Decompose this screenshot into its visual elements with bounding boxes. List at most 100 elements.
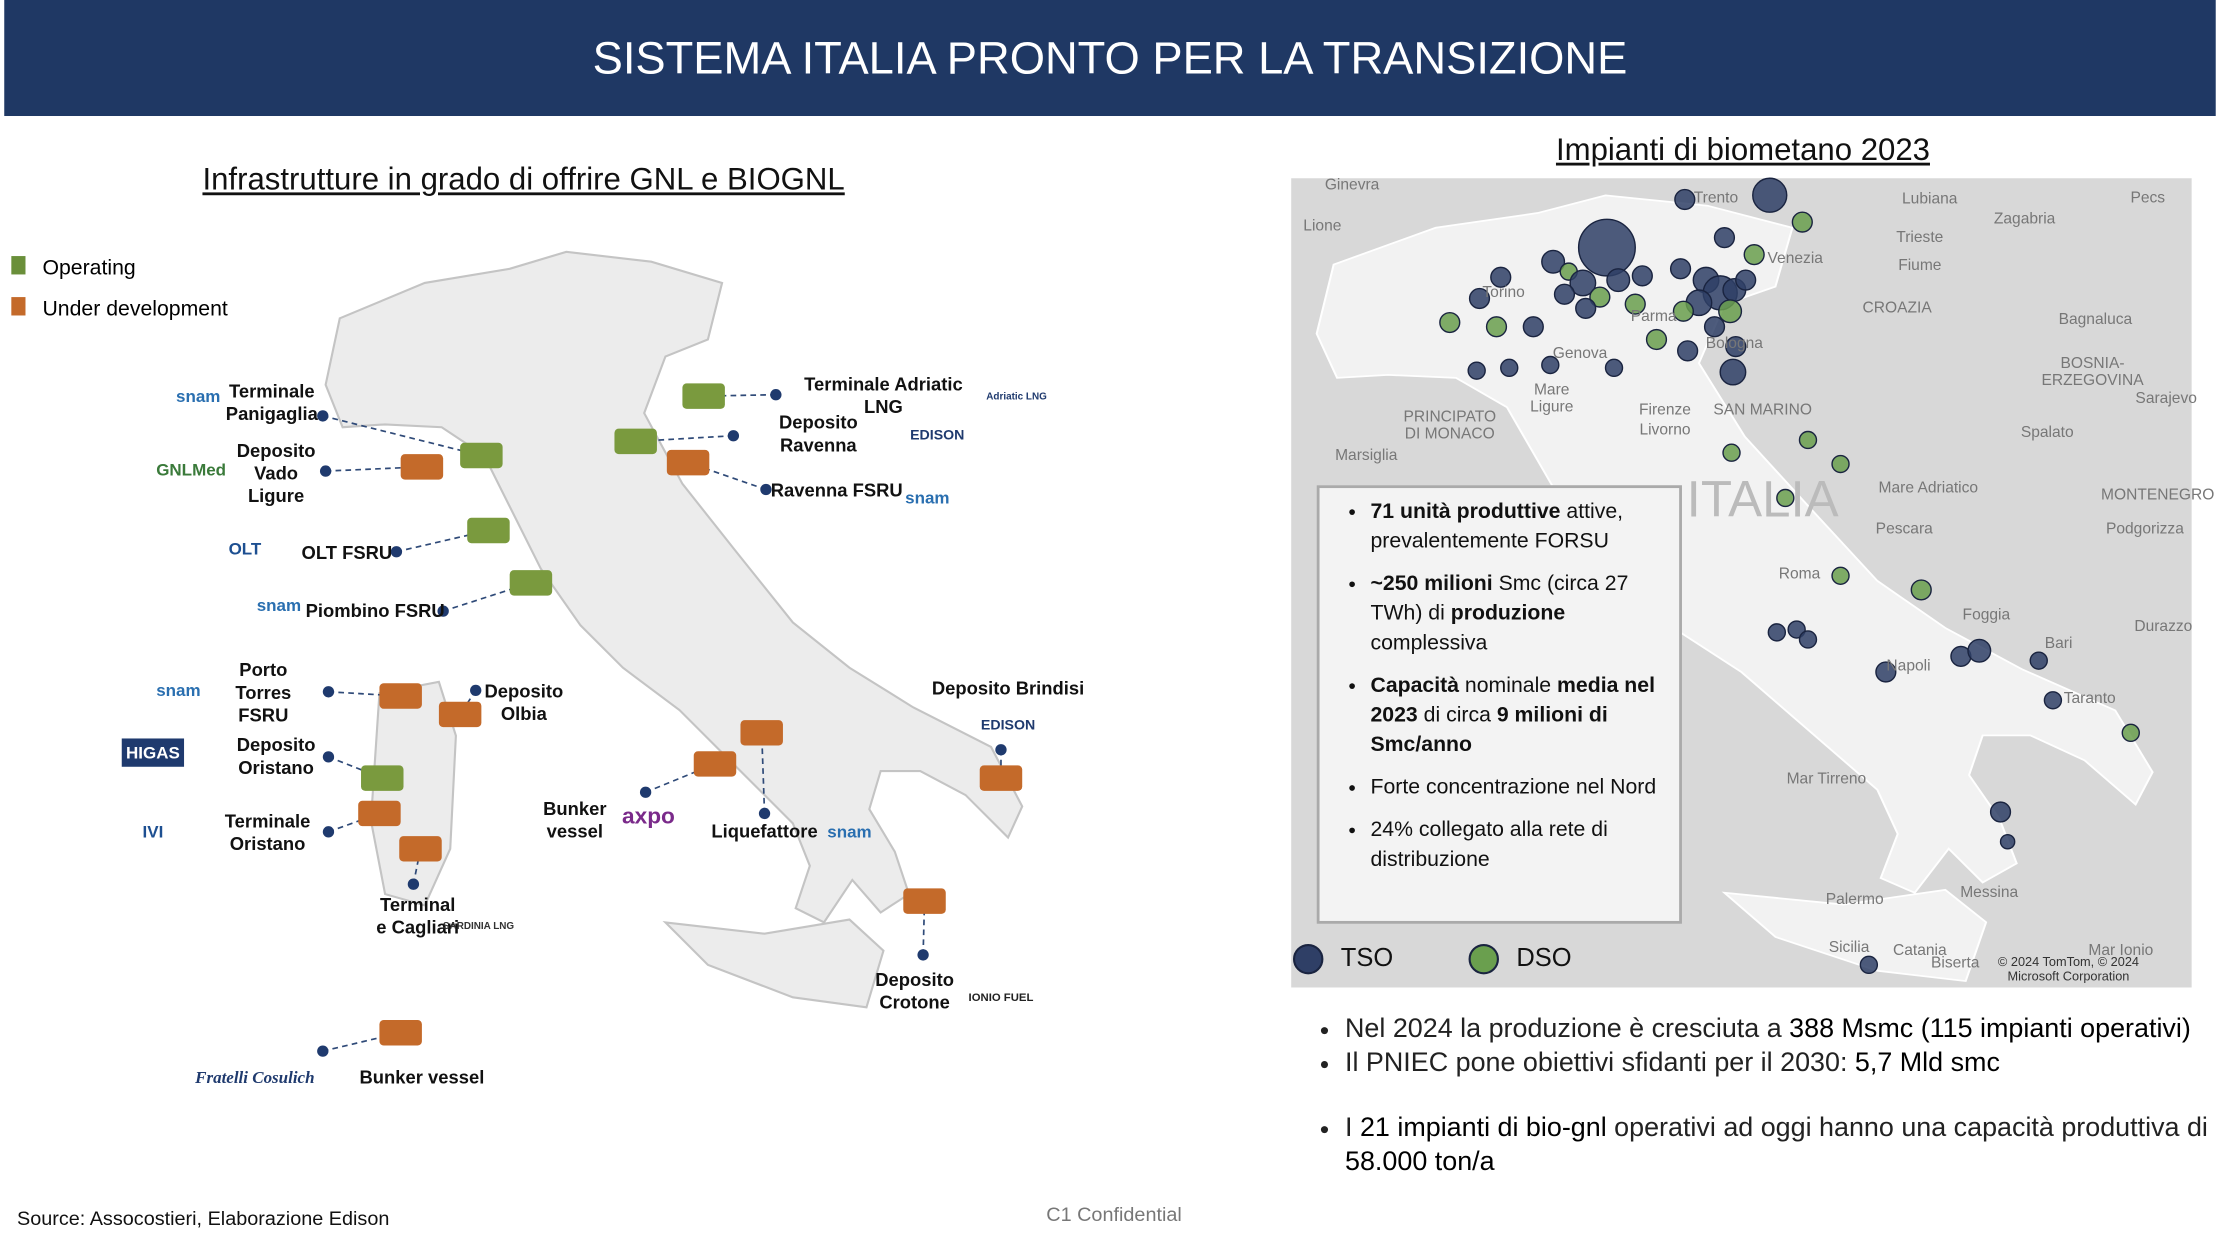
plant-dot	[1725, 335, 1747, 358]
connector-dot	[390, 546, 403, 558]
map-label: Ginevra	[1324, 176, 1380, 194]
facility-label: Deposito Brindisi	[931, 677, 1085, 699]
connector-dot	[470, 684, 482, 697]
facility-label: Terminale Oristano	[224, 810, 311, 855]
text-run: 21 impianti di bio-gnl	[1359, 1113, 1607, 1144]
text-run: 58.000 ton/a	[1345, 1147, 1495, 1178]
map-label: Genova	[1552, 345, 1608, 363]
text-run: 24% collegato alla rete di distribuzione	[1370, 817, 1608, 872]
plant-dot	[1791, 211, 1813, 233]
plant-dot	[1468, 287, 1491, 310]
connector	[687, 461, 767, 491]
facility-icon	[460, 442, 503, 469]
map-label: Foggia	[1962, 606, 2011, 624]
map-label: Trieste	[1896, 229, 1944, 247]
bullet: I 21 impianti di bio-gnl operativi ad og…	[1345, 1112, 2220, 1180]
facility-icon	[358, 800, 401, 827]
facility-label: Porto Torres FSRU	[235, 659, 292, 726]
plant-dots	[1292, 177, 2140, 975]
plant-dot	[1718, 299, 1743, 324]
plant-dot	[1735, 269, 1757, 291]
source: Source: Assocostieri, Elaborazione Ediso…	[16, 1206, 390, 1230]
map-label: Catania	[1892, 942, 1947, 960]
map-label: ITALIA	[1686, 469, 1839, 528]
plant-dot	[1467, 361, 1486, 380]
map-label: Bagnaluca	[2058, 311, 2133, 329]
plant-dot	[1541, 355, 1560, 375]
connector	[760, 732, 766, 814]
bullet: Nel 2024 la produzione è cresciuta a 388…	[1345, 1013, 2220, 1047]
plant-dot	[1589, 286, 1611, 308]
facility-label: Deposito Ravenna	[778, 411, 858, 456]
logo: IVI	[142, 821, 164, 842]
connector-dot	[322, 826, 335, 838]
connector-dot	[322, 751, 335, 763]
facility-label: Bunker vessel	[359, 1066, 485, 1088]
plant-dot	[1490, 266, 1512, 288]
plant-dot	[1831, 454, 1850, 474]
info-item: Forte concentrazione nel Nord	[1370, 772, 1667, 802]
plant-dot	[1575, 297, 1597, 320]
map-label: © 2024 TomTom, © 2024 Microsoft Corporat…	[1997, 954, 2140, 984]
legend-label: TSO	[1340, 943, 1394, 972]
bullet: Il PNIEC pone obiettivi sfidanti per il …	[1345, 1047, 2220, 1081]
plant-dot	[1669, 258, 1692, 280]
map-label: Biserta	[1930, 954, 1980, 972]
logo: OLT	[228, 539, 262, 559]
map-label: Zagabria	[1993, 210, 2056, 228]
connector-dot	[639, 786, 652, 798]
facility-label: Bunker vessel	[543, 797, 607, 842]
plant-dot	[1500, 358, 1519, 378]
info-item: ~250 milioni Smc (circa 27 TWh) di produ…	[1370, 569, 1667, 658]
logo: snam	[905, 488, 950, 508]
map-label: Messina	[1960, 884, 2019, 902]
logo: Fratelli Cosulich	[195, 1067, 315, 1088]
plant-dot	[1439, 311, 1461, 334]
map-label: CROAZIA	[1862, 299, 1932, 317]
text-run: Nel 2024 la produzione è cresciuta a	[1345, 1014, 1790, 1045]
text-run: media nel 2023	[1370, 673, 1656, 728]
map-label: Venezia	[1767, 250, 1823, 268]
plant-dot	[1569, 269, 1597, 297]
text-run: produzione	[1450, 601, 1566, 626]
plant-dot	[1674, 188, 1696, 211]
plant-dot	[1645, 328, 1668, 351]
logo: axpo	[622, 804, 675, 830]
map-label: Durazzo	[2134, 618, 2193, 636]
header: SISTEMA ITALIA PRONTO PER LA TRANSIZIONE	[4, 0, 2216, 117]
facility-icon	[903, 888, 946, 914]
plant-dot	[1553, 283, 1576, 305]
facility-icon	[740, 720, 783, 746]
facility-icons	[317, 383, 1023, 1057]
map-label: Pecs	[2130, 189, 2166, 207]
text-run: 5,7 Mld smc	[1854, 1048, 2000, 1079]
text-run: Capacità	[1370, 673, 1460, 698]
plant-dot	[1577, 218, 1636, 277]
text-run: 71 unità produttive	[1370, 499, 1561, 524]
text-run: complessiva	[1370, 630, 1488, 656]
plant-dot	[1485, 316, 1508, 338]
plant-dot	[1677, 340, 1699, 362]
logo: snam	[256, 595, 302, 616]
info-item: 71 unità produttive attive, prevalenteme…	[1370, 497, 1667, 556]
plant-dot	[1999, 833, 2016, 850]
legend-swatch	[11, 256, 26, 275]
legend-swatch	[11, 297, 26, 316]
facility-label: Deposito Vado Ligure	[236, 439, 316, 507]
map-label: Torino	[1482, 284, 1525, 302]
info-item: Capacità nominale media nel 2023 di circ…	[1370, 671, 1667, 760]
connector-dot	[407, 878, 420, 890]
right-title: Impianti di biometano 2023	[1555, 131, 1930, 167]
connector	[322, 415, 482, 457]
text-run: Il PNIEC pone obiettivi sfidanti per il …	[1345, 1048, 1855, 1079]
connector-dot	[437, 605, 449, 617]
plant-dot	[1875, 661, 1897, 683]
map-label: Podgorizza	[2105, 520, 2184, 538]
map-label: Sarajevo	[2135, 390, 2197, 408]
map-label: BOSNIA-ERZEGOVINA	[2041, 355, 2144, 390]
facility-icon	[979, 765, 1023, 791]
map-label: Bari	[2044, 635, 2073, 653]
map-label: Spalato	[2020, 424, 2074, 442]
plant-dot	[1967, 638, 1992, 663]
